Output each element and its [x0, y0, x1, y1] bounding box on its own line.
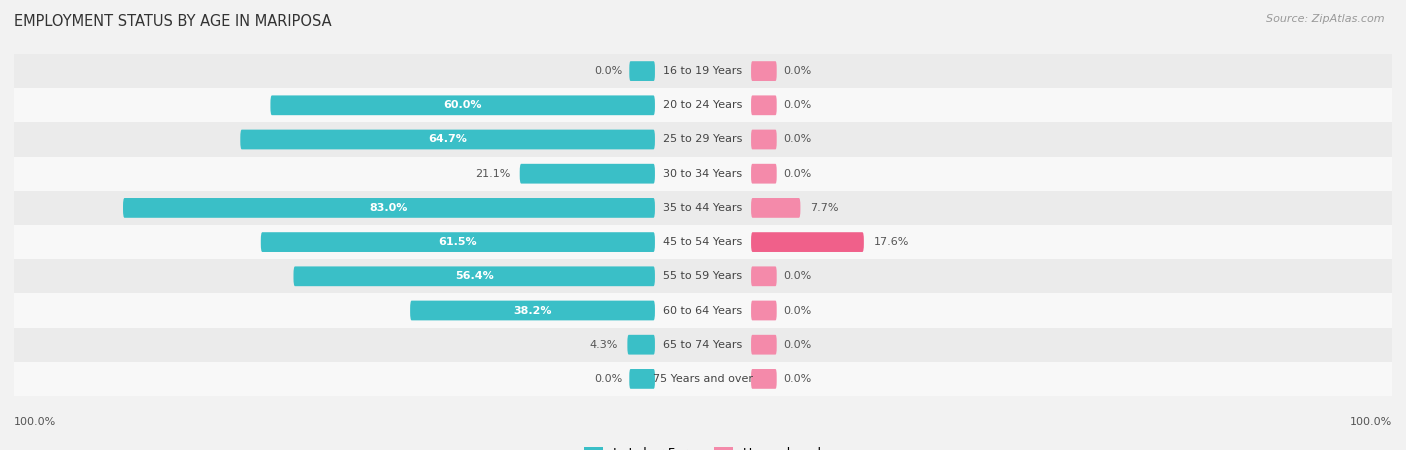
- Legend: In Labor Force, Unemployed: In Labor Force, Unemployed: [579, 442, 827, 450]
- FancyBboxPatch shape: [520, 164, 655, 184]
- FancyBboxPatch shape: [751, 164, 776, 184]
- FancyBboxPatch shape: [751, 95, 776, 115]
- FancyBboxPatch shape: [751, 61, 776, 81]
- Bar: [14, 362, 1392, 396]
- Text: 25 to 29 Years: 25 to 29 Years: [664, 135, 742, 144]
- Text: 64.7%: 64.7%: [429, 135, 467, 144]
- Text: 100.0%: 100.0%: [14, 417, 56, 427]
- Bar: [14, 328, 1392, 362]
- Text: 65 to 74 Years: 65 to 74 Years: [664, 340, 742, 350]
- Text: 83.0%: 83.0%: [370, 203, 408, 213]
- FancyBboxPatch shape: [240, 130, 655, 149]
- Text: 20 to 24 Years: 20 to 24 Years: [664, 100, 742, 110]
- Bar: [14, 191, 1392, 225]
- Text: 0.0%: 0.0%: [783, 100, 811, 110]
- FancyBboxPatch shape: [751, 198, 800, 218]
- Text: 0.0%: 0.0%: [783, 306, 811, 315]
- FancyBboxPatch shape: [630, 61, 655, 81]
- FancyBboxPatch shape: [294, 266, 655, 286]
- Text: 75 Years and over: 75 Years and over: [652, 374, 754, 384]
- Bar: [14, 88, 1392, 122]
- Text: 0.0%: 0.0%: [595, 66, 623, 76]
- Text: 55 to 59 Years: 55 to 59 Years: [664, 271, 742, 281]
- Text: 17.6%: 17.6%: [873, 237, 908, 247]
- Text: 16 to 19 Years: 16 to 19 Years: [664, 66, 742, 76]
- Text: 38.2%: 38.2%: [513, 306, 551, 315]
- Text: 4.3%: 4.3%: [589, 340, 617, 350]
- Text: 100.0%: 100.0%: [1350, 417, 1392, 427]
- Bar: [14, 225, 1392, 259]
- Text: 60.0%: 60.0%: [443, 100, 482, 110]
- FancyBboxPatch shape: [411, 301, 655, 320]
- Text: 7.7%: 7.7%: [810, 203, 838, 213]
- Text: 0.0%: 0.0%: [783, 340, 811, 350]
- FancyBboxPatch shape: [751, 301, 776, 320]
- Text: 45 to 54 Years: 45 to 54 Years: [664, 237, 742, 247]
- Text: 0.0%: 0.0%: [783, 374, 811, 384]
- Text: 0.0%: 0.0%: [783, 271, 811, 281]
- FancyBboxPatch shape: [751, 266, 776, 286]
- Text: 0.0%: 0.0%: [595, 374, 623, 384]
- FancyBboxPatch shape: [260, 232, 655, 252]
- Bar: [14, 293, 1392, 328]
- Text: 35 to 44 Years: 35 to 44 Years: [664, 203, 742, 213]
- Text: 60 to 64 Years: 60 to 64 Years: [664, 306, 742, 315]
- Text: 56.4%: 56.4%: [454, 271, 494, 281]
- FancyBboxPatch shape: [627, 335, 655, 355]
- FancyBboxPatch shape: [630, 369, 655, 389]
- FancyBboxPatch shape: [270, 95, 655, 115]
- FancyBboxPatch shape: [751, 335, 776, 355]
- Text: 0.0%: 0.0%: [783, 169, 811, 179]
- Text: EMPLOYMENT STATUS BY AGE IN MARIPOSA: EMPLOYMENT STATUS BY AGE IN MARIPOSA: [14, 14, 332, 28]
- Text: Source: ZipAtlas.com: Source: ZipAtlas.com: [1267, 14, 1385, 23]
- Text: 61.5%: 61.5%: [439, 237, 477, 247]
- FancyBboxPatch shape: [751, 130, 776, 149]
- Bar: [14, 54, 1392, 88]
- Bar: [14, 122, 1392, 157]
- Text: 0.0%: 0.0%: [783, 66, 811, 76]
- FancyBboxPatch shape: [751, 232, 863, 252]
- Bar: [14, 259, 1392, 293]
- Bar: [14, 157, 1392, 191]
- Text: 30 to 34 Years: 30 to 34 Years: [664, 169, 742, 179]
- Text: 21.1%: 21.1%: [475, 169, 510, 179]
- FancyBboxPatch shape: [122, 198, 655, 218]
- Text: 0.0%: 0.0%: [783, 135, 811, 144]
- FancyBboxPatch shape: [751, 369, 776, 389]
